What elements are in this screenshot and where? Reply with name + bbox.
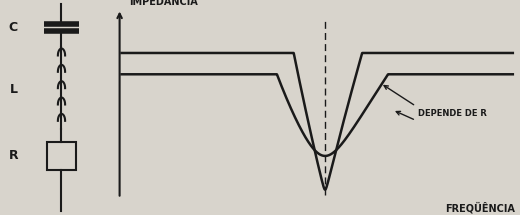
Text: L: L bbox=[9, 83, 17, 96]
Text: R: R bbox=[9, 149, 18, 162]
Text: IMPEDÂNCIA: IMPEDÂNCIA bbox=[129, 0, 198, 7]
Text: DEPENDE DE R: DEPENDE DE R bbox=[418, 109, 487, 118]
Bar bbox=[47, 142, 76, 170]
Text: FREQÜÊNCIA: FREQÜÊNCIA bbox=[445, 202, 515, 214]
Text: C: C bbox=[9, 21, 18, 34]
